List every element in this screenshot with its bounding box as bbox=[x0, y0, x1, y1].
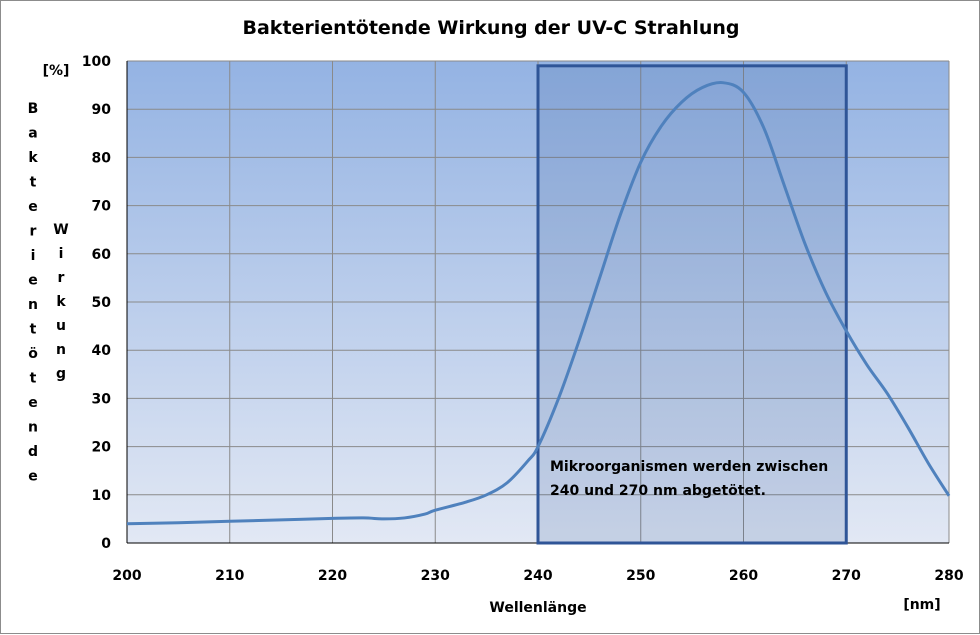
series-line bbox=[126, 81, 951, 526]
x-tick-label: 240 bbox=[523, 568, 552, 584]
y-label-letter: d bbox=[28, 444, 38, 460]
y-tick-label: 30 bbox=[92, 391, 112, 407]
y-label-letter: i bbox=[59, 246, 64, 262]
y-label-letter: n bbox=[28, 420, 38, 436]
y-label-letter: ö bbox=[28, 346, 38, 362]
y-label-letter: r bbox=[58, 270, 65, 286]
y-label-letter: k bbox=[56, 294, 66, 310]
y-label-letter: i bbox=[31, 248, 36, 264]
y-label-letter: k bbox=[28, 150, 38, 166]
y-axis-label-wirkung: Wirkung bbox=[53, 222, 68, 382]
x-tick-label: 220 bbox=[318, 568, 347, 584]
annotation-text: Mikroorganismen werden zwischen 240 und 2… bbox=[550, 459, 828, 499]
x-tick-label: 230 bbox=[421, 568, 450, 584]
annotation-line: 240 und 270 nm abgetötet. bbox=[550, 483, 766, 499]
y-label-letter: t bbox=[30, 175, 37, 191]
x-unit-label: [nm] bbox=[903, 597, 940, 613]
y-tick-label: 100 bbox=[82, 54, 111, 70]
y-tick-label: 10 bbox=[92, 488, 112, 504]
x-tick-label: 270 bbox=[832, 568, 861, 584]
y-label-letter: e bbox=[28, 469, 38, 485]
y-label-letter: n bbox=[56, 342, 66, 358]
annotation-line: Mikroorganismen werden zwischen bbox=[550, 459, 828, 475]
chart-title: Bakterientötende Wirkung der UV-C Strahl… bbox=[243, 17, 740, 39]
y-unit-label: [%] bbox=[43, 63, 70, 79]
y-label-letter: e bbox=[28, 395, 38, 411]
y-label-letter: W bbox=[53, 222, 68, 238]
y-tick-label: 0 bbox=[101, 536, 111, 552]
y-tick-label: 40 bbox=[92, 343, 112, 359]
y-label-letter: t bbox=[30, 322, 37, 338]
y-label-letter: e bbox=[28, 273, 38, 289]
y-label-letter: r bbox=[30, 224, 37, 240]
x-axis: 200 210 220 230 240 250 260 270 280 bbox=[112, 568, 963, 584]
y-tick-label: 90 bbox=[92, 102, 112, 118]
y-label-letter: t bbox=[30, 371, 37, 387]
x-axis-label: Wellenlänge bbox=[489, 600, 586, 616]
y-label-letter: n bbox=[28, 297, 38, 313]
y-label-letter: u bbox=[56, 318, 66, 334]
x-tick-label: 250 bbox=[626, 568, 655, 584]
y-label-letter: a bbox=[28, 126, 37, 142]
y-tick-label: 70 bbox=[92, 199, 112, 215]
y-label-letter: g bbox=[56, 366, 66, 382]
y-tick-label: 50 bbox=[92, 295, 112, 311]
y-axis-label-bakterientoetende: Bakterientötende bbox=[28, 101, 39, 485]
x-tick-label: 210 bbox=[215, 568, 244, 584]
y-tick-label: 80 bbox=[92, 150, 112, 166]
annotation-box bbox=[536, 64, 848, 545]
y-label-letter: B bbox=[28, 101, 39, 117]
x-tick-label: 260 bbox=[729, 568, 758, 584]
x-tick-label: 200 bbox=[112, 568, 141, 584]
y-tick-label: 20 bbox=[92, 440, 112, 456]
y-tick-label: 60 bbox=[92, 247, 112, 263]
x-tick-label: 280 bbox=[934, 568, 963, 584]
y-axis: 0 10 20 30 40 50 60 70 80 90 100 bbox=[82, 54, 111, 552]
y-label-letter: e bbox=[28, 199, 38, 215]
